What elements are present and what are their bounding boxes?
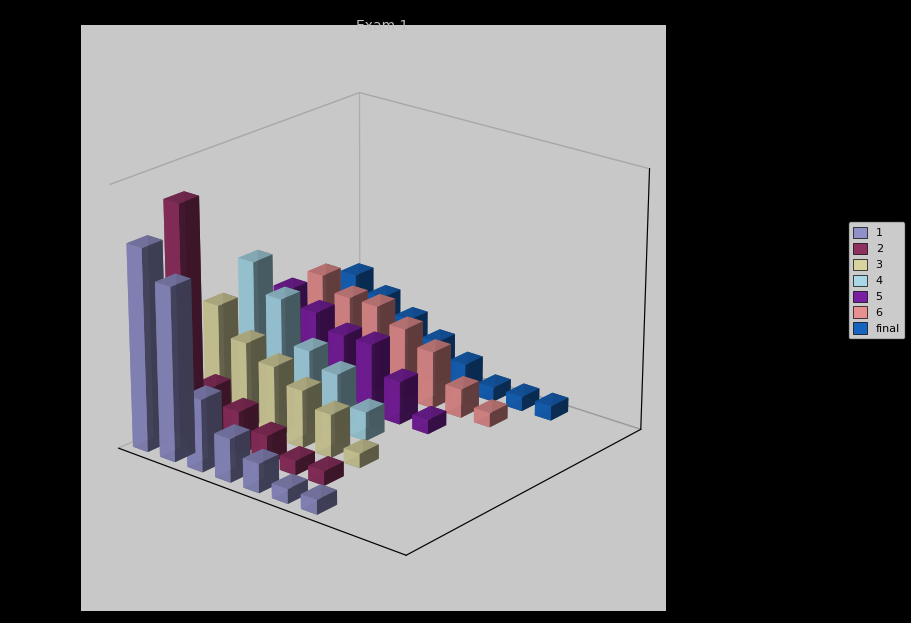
Text: Exam 1: Exam 1 bbox=[356, 19, 409, 32]
Legend: 1, 2, 3, 4, 5, 6, final: 1, 2, 3, 4, 5, 6, final bbox=[848, 221, 906, 340]
